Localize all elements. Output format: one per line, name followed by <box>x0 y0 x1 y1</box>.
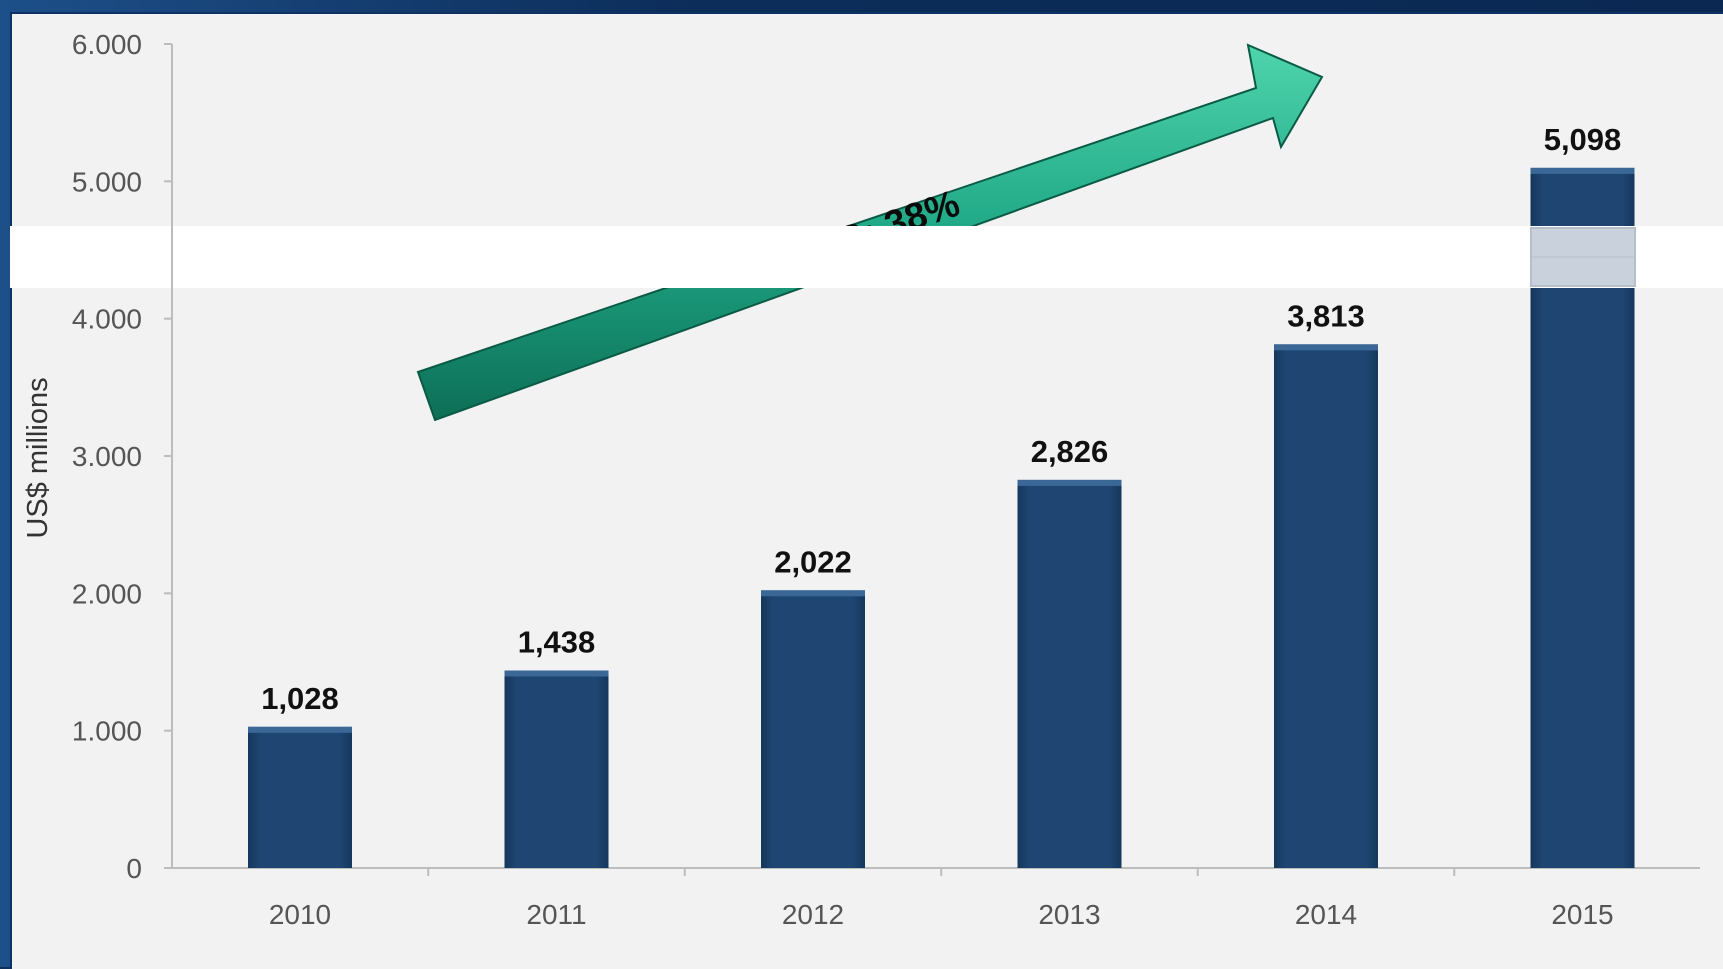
bar-2013 <box>1017 479 1122 868</box>
bar <box>248 726 352 868</box>
bar-highlight <box>1274 344 1378 351</box>
bar-highlight <box>761 590 865 597</box>
y-axis: 0 1.000 2.000 3.000 4.000 5.000 6.000 <box>72 29 173 884</box>
value-label: 1,028 <box>261 681 339 716</box>
value-label: 1,438 <box>518 625 596 660</box>
white-band <box>10 226 1723 288</box>
y-axis-title: US$ millions <box>22 377 54 538</box>
bar-2010 <box>248 726 352 868</box>
bar <box>504 670 609 868</box>
y-tick-label: 4.000 <box>72 304 142 335</box>
bar-highlight <box>248 726 352 733</box>
y-tick-label: 0 <box>126 853 142 884</box>
bar-highlight <box>504 670 609 677</box>
bar <box>761 590 865 868</box>
bar-highlight <box>1530 167 1635 174</box>
x-tick-label: 2011 <box>526 899 586 930</box>
bar-highlight <box>1017 479 1122 486</box>
x-tick-label: 2013 <box>1038 899 1100 930</box>
bars <box>248 167 1635 869</box>
y-tick-label: 2.000 <box>72 578 142 609</box>
value-label: 2,022 <box>774 544 852 579</box>
value-label: 5,098 <box>1544 122 1622 157</box>
y-tick-label: 1.000 <box>72 716 142 747</box>
value-label: 2,826 <box>1031 434 1109 469</box>
x-tick-label: 2015 <box>1551 899 1613 930</box>
bar-2014 <box>1274 344 1378 868</box>
y-tick-label: 6.000 <box>72 29 142 60</box>
x-tick-label: 2014 <box>1295 899 1357 930</box>
value-label: 3,813 <box>1287 298 1365 333</box>
x-tick-label: 2012 <box>782 899 844 930</box>
x-tick-label: 2010 <box>269 899 331 930</box>
y-tick-label: 3.000 <box>72 441 142 472</box>
x-axis: 2010 2011 2012 2013 2014 2015 <box>172 867 1700 930</box>
bar <box>1274 344 1378 868</box>
bar <box>1017 479 1122 868</box>
value-labels: 1,028 1,438 2,022 2,826 3,813 5,098 <box>261 122 1621 716</box>
bar-2011 <box>504 670 609 868</box>
bar-2012 <box>761 590 865 868</box>
y-tick-label: 5.000 <box>72 166 142 197</box>
